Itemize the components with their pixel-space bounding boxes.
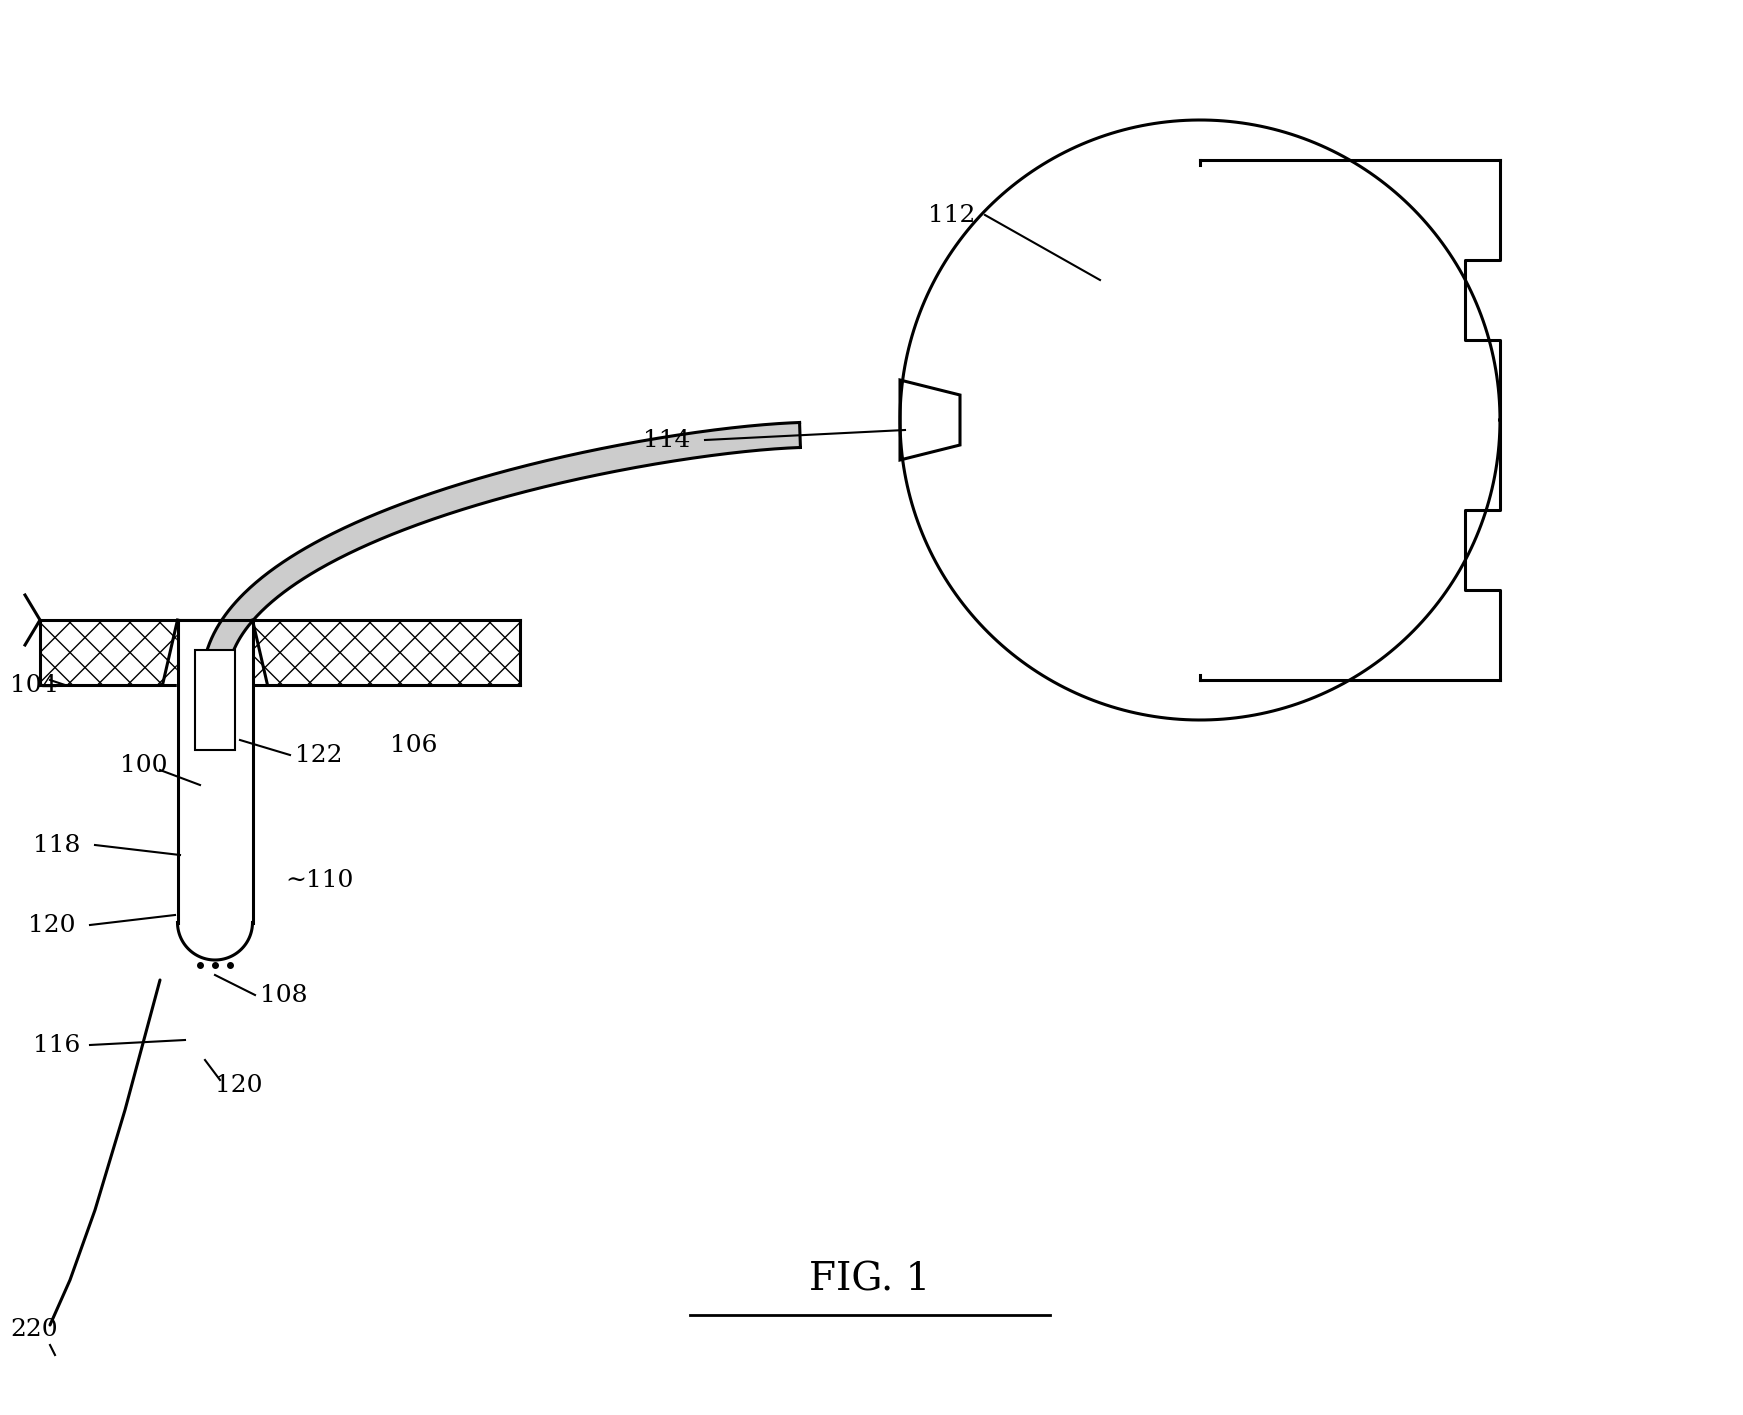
Text: 118: 118 [33, 833, 80, 856]
Text: 114: 114 [643, 429, 690, 451]
Text: 220: 220 [10, 1319, 58, 1341]
Text: 108: 108 [260, 983, 307, 1006]
Bar [1199, 160, 1501, 681]
Text: FIG. 1: FIG. 1 [809, 1262, 931, 1299]
Text: 104: 104 [10, 674, 58, 696]
Bar [195, 649, 235, 750]
Text: 106: 106 [390, 733, 437, 757]
Text: ∼110: ∼110 [286, 869, 354, 891]
Polygon shape [202, 423, 800, 676]
Text: 112: 112 [927, 204, 974, 226]
Text: 100: 100 [120, 754, 167, 777]
Text: 122: 122 [295, 743, 343, 767]
Text: 120: 120 [214, 1074, 263, 1097]
Polygon shape [178, 620, 253, 959]
Text: 120: 120 [28, 914, 75, 937]
Text: 116: 116 [33, 1033, 80, 1057]
